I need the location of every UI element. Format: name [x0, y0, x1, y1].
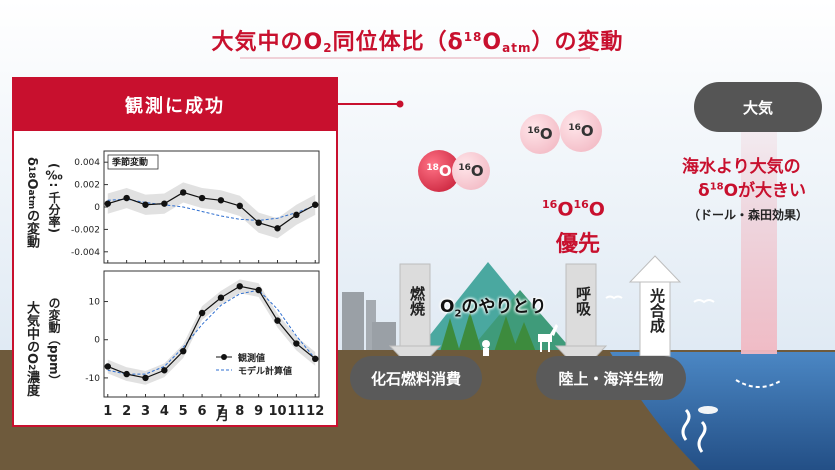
x-tick-label-12: 12 [306, 404, 324, 419]
y-tick-label-1-3: -0.002 [71, 225, 100, 235]
observed-line-1 [107, 191, 316, 229]
observed-point-1-1 [104, 200, 111, 207]
dole-line3: （ドール・森田効果） [688, 208, 809, 222]
preference-word: 優先 [556, 232, 601, 257]
dole-line1: 海水より大気の [682, 157, 801, 177]
preference-label: 16O16O [542, 198, 605, 221]
atmosphere-box: 大気 [694, 82, 822, 132]
observed-point-1-10 [274, 225, 281, 232]
y-tick-label-1-4: -0.004 [71, 248, 100, 258]
observed-point-2-2 [123, 370, 130, 378]
y2-axis-label: 大気中のO2濃度 [24, 301, 39, 397]
legend-observed-label: 観測値 [238, 352, 265, 364]
main-title: 大気中のO2同位体比（δ18Oatm）の変動 [211, 30, 624, 55]
y-tick-label-1-1: 0.002 [74, 181, 100, 191]
model-line-1 [107, 198, 316, 221]
observed-point-1-3 [142, 201, 149, 208]
legend-model-label: モデル計算値 [238, 365, 292, 377]
observation-panel: 観測に成功 0.004 0.002 0 -0.002 -0.004 季節変動 10 0 -10 1… [12, 77, 338, 427]
x-tick-label-8: 8 [235, 404, 244, 419]
x-tick-label-4: 4 [160, 404, 169, 419]
x-tick-label-5: 5 [179, 404, 188, 419]
y-tick-label-1-2: 0 [94, 203, 100, 213]
x-tick-label-2: 2 [122, 404, 131, 419]
respiration-label: 呼吸 [574, 286, 592, 316]
photosynthesis-arrow [628, 255, 682, 357]
observed-point-1-6 [198, 194, 206, 202]
y1-axis-label: δ18Oatmの変動 [24, 157, 39, 249]
observed-point-2-1 [104, 363, 111, 370]
biology-box: 陸上・海洋生物 [536, 356, 686, 400]
x-tick-label-9: 9 [254, 404, 263, 419]
observed-point-2-9 [255, 286, 262, 294]
oxygen-16-molecule: 16O [452, 152, 490, 190]
x-tick-label-7: 7 [216, 404, 225, 419]
fossil-fuel-box: 化石燃料消費 [350, 356, 482, 400]
season-legend-label: 季節変動 [111, 156, 148, 168]
burn-label: 燃焼 [408, 286, 426, 316]
observed-point-2-8 [236, 283, 243, 290]
panel-header: 観測に成功 [14, 79, 336, 131]
oxygen-16-molecule-a: 16O [520, 114, 560, 154]
observed-point-2-11 [293, 340, 300, 347]
exchange-label: O2のやりとり [440, 297, 547, 320]
observed-point-1-7 [217, 197, 225, 204]
observed-point-1-4 [161, 200, 168, 207]
observed-point-2-12 [312, 355, 319, 363]
y1-axis-unit: (‰: 千分率) [47, 163, 61, 233]
oxygen-16-molecule-b: 16O [560, 110, 602, 152]
y-tick-label-2-1: 0 [94, 336, 100, 346]
observed-point-1-5 [180, 189, 187, 196]
x-tick-label-6: 6 [198, 404, 207, 419]
x-tick-label-3: 3 [141, 404, 150, 419]
x-tick-label-11: 11 [287, 404, 305, 419]
observed-point-2-10 [274, 317, 281, 324]
observed-line-2 [107, 285, 316, 379]
observed-point-2-3 [142, 374, 149, 382]
x-tick-label-1: 1 [103, 404, 112, 419]
month-axis-label: 月 [216, 409, 230, 424]
y2-axis-unit: の変動（ppm） [47, 297, 61, 387]
observed-point-2-4 [161, 367, 168, 374]
y-tick-label-1-0: 0.004 [74, 158, 100, 168]
observed-point-1-12 [312, 201, 319, 208]
observed-point-1-9 [255, 219, 262, 226]
observed-point-2-5 [180, 347, 187, 355]
observed-point-1-8 [236, 202, 243, 210]
photosynthesis-label: 光合成 [648, 288, 666, 333]
observed-point-2-6 [198, 309, 206, 317]
observed-point-1-2 [123, 194, 130, 202]
observed-point-1-11 [293, 211, 300, 219]
season-legend-box [107, 154, 159, 170]
y-tick-label-2-0: 10 [89, 298, 101, 308]
observed-point-2-7 [217, 294, 225, 301]
y-tick-label-2-2: -10 [85, 374, 100, 384]
x-tick-label-10: 10 [268, 404, 286, 419]
dole-line2: δ18Oが大きい [698, 181, 807, 201]
model-line-2 [107, 289, 316, 375]
